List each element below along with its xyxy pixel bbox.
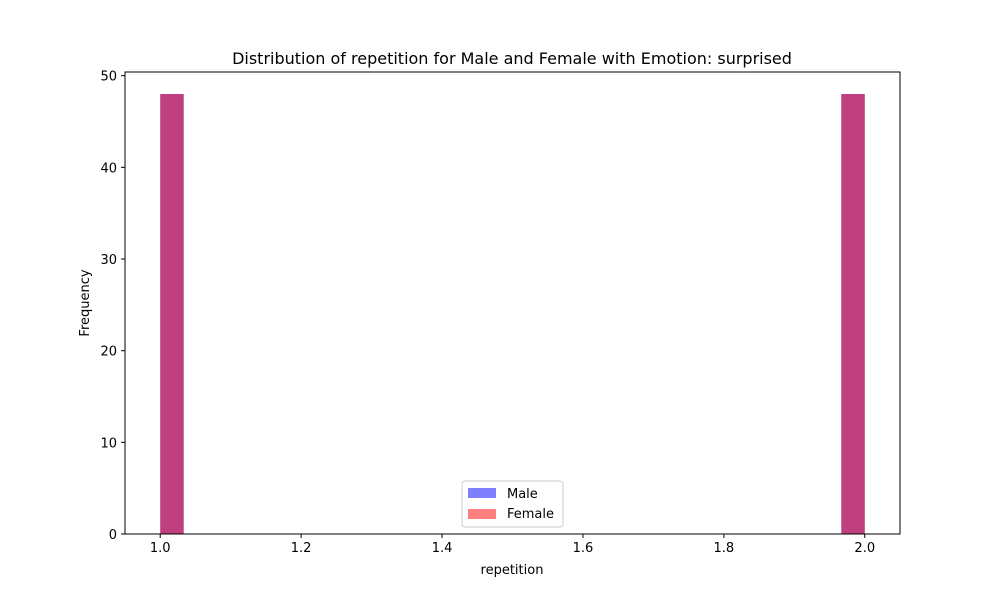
x-tick-label: 1.0 [150,541,171,556]
y-tick-label: 30 [100,253,117,268]
x-axis-ticks: 1.0 1.2 1.4 1.6 1.8 2.0 [150,534,875,556]
legend-swatch-female [468,509,496,519]
y-tick-label: 20 [100,345,117,360]
x-tick-label: 1.6 [573,541,594,556]
y-axis-label: Frequency [78,269,93,336]
y-tick-label: 0 [109,528,117,543]
x-tick-label: 1.2 [291,541,312,556]
x-tick-label: 1.4 [432,541,453,556]
x-axis-label: repetition [481,563,544,578]
plot-area-frame [124,71,901,535]
bars-layer [160,94,865,534]
legend: Male Female [461,480,564,528]
chart-title: Distribution of repetition for Male and … [232,49,792,68]
x-tick-label: 2.0 [854,541,875,556]
legend-label-male: Male [507,487,538,502]
y-tick-label: 50 [100,70,117,85]
y-tick-label: 10 [100,436,117,451]
bar-female-1 [841,94,865,534]
y-axis-ticks: 0 10 20 30 40 50 [100,70,125,543]
legend-label-female: Female [507,507,554,522]
bar-female-0 [160,94,184,534]
legend-swatch-male [468,488,496,498]
x-tick-label: 1.8 [714,541,735,556]
y-tick-label: 40 [100,161,117,176]
